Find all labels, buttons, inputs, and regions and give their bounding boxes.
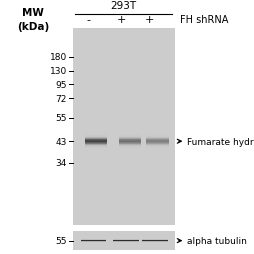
Text: 293T: 293T <box>110 2 136 11</box>
Bar <box>85 143 107 144</box>
Bar <box>85 137 107 138</box>
Text: (kDa): (kDa) <box>17 22 49 32</box>
Bar <box>146 143 168 144</box>
Bar <box>146 136 168 137</box>
Bar <box>85 148 107 149</box>
Bar <box>118 134 140 135</box>
Bar <box>118 143 140 144</box>
Bar <box>118 148 140 149</box>
Bar <box>72 29 174 225</box>
Bar <box>85 136 107 137</box>
Bar <box>146 137 168 138</box>
Bar <box>146 144 168 145</box>
Bar <box>118 139 140 140</box>
Bar <box>85 144 107 145</box>
Bar <box>85 139 107 140</box>
Bar <box>118 145 140 146</box>
Bar <box>85 134 107 135</box>
Bar <box>85 133 107 134</box>
Bar <box>118 133 140 134</box>
Text: +: + <box>144 15 153 25</box>
Bar <box>146 146 168 147</box>
Bar <box>85 149 107 150</box>
Text: 72: 72 <box>55 94 67 103</box>
Text: 43: 43 <box>55 137 67 146</box>
Bar <box>118 142 140 143</box>
Text: Fumarate hydratase: Fumarate hydratase <box>186 137 254 146</box>
Bar <box>85 140 107 141</box>
Bar <box>146 145 168 146</box>
Bar <box>85 147 107 148</box>
Text: -: - <box>86 15 90 25</box>
Text: 55: 55 <box>55 236 67 245</box>
Bar <box>118 144 140 145</box>
Text: FH shRNA: FH shRNA <box>179 15 227 25</box>
Text: 34: 34 <box>55 159 67 168</box>
Bar <box>146 138 168 139</box>
Bar <box>146 142 168 143</box>
Text: +: + <box>117 15 126 25</box>
Bar <box>85 142 107 143</box>
Bar <box>118 138 140 139</box>
Bar <box>118 146 140 147</box>
Bar <box>146 133 168 134</box>
Bar <box>118 137 140 138</box>
Text: 130: 130 <box>49 67 67 76</box>
Text: MW: MW <box>22 8 44 18</box>
Bar <box>85 135 107 136</box>
Bar <box>85 138 107 139</box>
Bar <box>118 149 140 150</box>
Bar <box>118 135 140 136</box>
Bar <box>146 149 168 150</box>
Bar <box>146 139 168 140</box>
Bar <box>118 140 140 141</box>
Bar <box>146 134 168 135</box>
Text: 180: 180 <box>49 53 67 62</box>
Bar <box>146 140 168 141</box>
Bar <box>146 135 168 136</box>
Bar <box>118 136 140 137</box>
Text: 55: 55 <box>55 114 67 123</box>
Bar <box>118 147 140 148</box>
Text: alpha tubulin: alpha tubulin <box>186 236 246 245</box>
Bar <box>85 141 107 142</box>
Bar <box>85 146 107 147</box>
Bar <box>146 141 168 142</box>
Bar <box>118 141 140 142</box>
Text: 95: 95 <box>55 81 67 89</box>
Bar <box>85 145 107 146</box>
Bar <box>72 231 174 250</box>
Bar <box>146 147 168 148</box>
Bar <box>146 148 168 149</box>
